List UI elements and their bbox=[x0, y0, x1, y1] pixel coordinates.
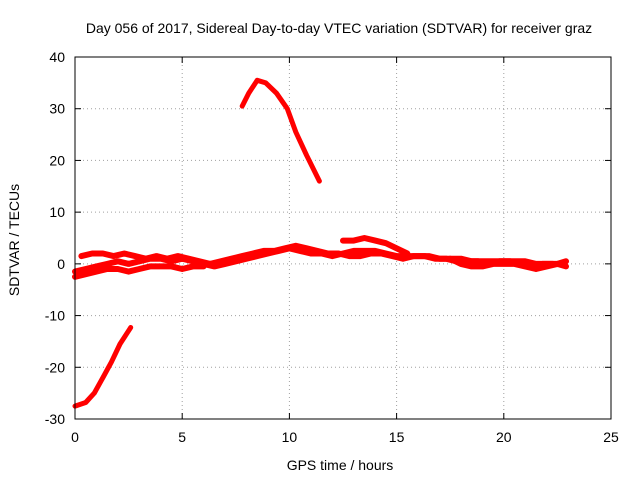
y-tick-label: -10 bbox=[45, 308, 65, 324]
y-tick-label: -30 bbox=[45, 411, 65, 427]
x-axis-label: GPS time / hours bbox=[287, 457, 394, 473]
x-tick-label: 20 bbox=[496, 429, 512, 445]
x-tick-label: 15 bbox=[389, 429, 405, 445]
x-tick-label: 25 bbox=[603, 429, 619, 445]
chart-title: Day 056 of 2017, Sidereal Day-to-day VTE… bbox=[86, 20, 592, 36]
x-tick-label: 10 bbox=[282, 429, 298, 445]
axes bbox=[74, 56, 612, 420]
y-tick-labels: -30 -20 -10 0 10 20 30 40 bbox=[45, 49, 65, 427]
series-line-1 bbox=[72, 325, 134, 409]
series-layer bbox=[72, 77, 569, 409]
series-line-6 bbox=[340, 235, 411, 257]
y-tick-label: 10 bbox=[49, 204, 65, 220]
series-line-7 bbox=[447, 255, 569, 272]
series-line-4 bbox=[78, 242, 557, 270]
y-tick-label: 40 bbox=[49, 49, 65, 65]
y-axis-label: SDTVAR / TECUs bbox=[6, 184, 22, 296]
plot-frame bbox=[74, 56, 612, 420]
series-line-2 bbox=[239, 77, 322, 184]
y-tick-label: 30 bbox=[49, 101, 65, 117]
x-tick-label: 0 bbox=[71, 429, 79, 445]
y-tick-label: -20 bbox=[45, 359, 65, 375]
x-tick-labels: 0 5 10 15 20 25 bbox=[71, 429, 619, 445]
x-tick-label: 5 bbox=[178, 429, 186, 445]
y-tick-label: 0 bbox=[57, 256, 65, 272]
series-line-5 bbox=[72, 263, 207, 280]
y-tick-label: 20 bbox=[49, 152, 65, 168]
